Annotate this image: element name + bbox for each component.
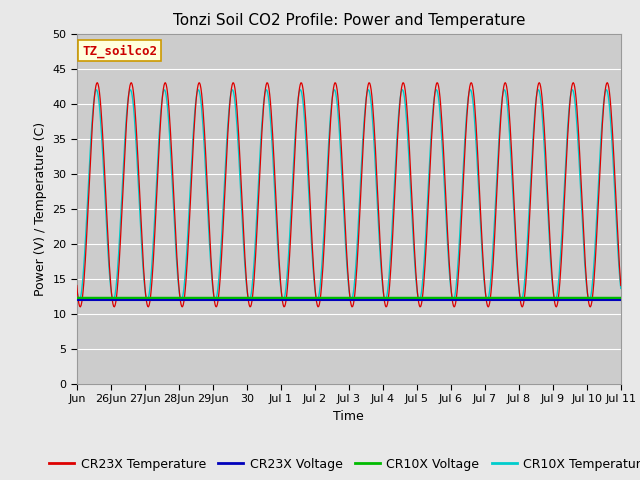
X-axis label: Time: Time [333,410,364,423]
Legend: CR23X Temperature, CR23X Voltage, CR10X Voltage, CR10X Temperature: CR23X Temperature, CR23X Voltage, CR10X … [44,453,640,476]
Text: TZ_soilco2: TZ_soilco2 [82,44,157,58]
Y-axis label: Power (V) / Temperature (C): Power (V) / Temperature (C) [34,122,47,296]
Title: Tonzi Soil CO2 Profile: Power and Temperature: Tonzi Soil CO2 Profile: Power and Temper… [173,13,525,28]
